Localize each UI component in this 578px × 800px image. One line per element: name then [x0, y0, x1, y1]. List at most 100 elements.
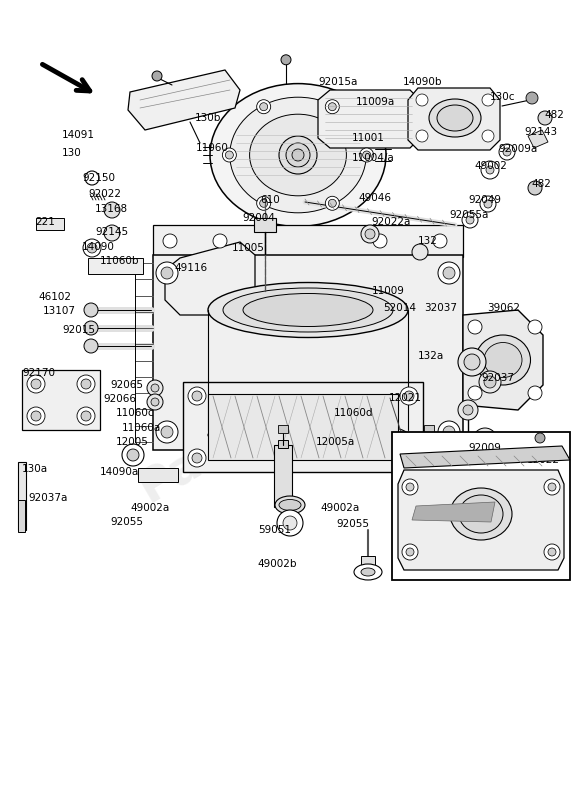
Circle shape [362, 151, 370, 159]
Text: 49046: 49046 [358, 193, 391, 203]
Circle shape [27, 407, 45, 425]
Text: 92015a: 92015a [318, 77, 357, 87]
Circle shape [400, 387, 418, 405]
Circle shape [535, 433, 545, 443]
Circle shape [31, 411, 41, 421]
Circle shape [424, 510, 450, 536]
Text: 92049: 92049 [468, 195, 501, 205]
Circle shape [416, 94, 428, 106]
Circle shape [163, 234, 177, 248]
Polygon shape [400, 446, 570, 468]
Circle shape [84, 339, 98, 353]
Circle shape [156, 421, 178, 443]
Circle shape [192, 391, 202, 401]
Ellipse shape [230, 98, 366, 213]
Circle shape [188, 449, 206, 467]
Bar [153, 225, 463, 257]
Ellipse shape [354, 564, 382, 580]
Circle shape [548, 483, 556, 491]
Ellipse shape [208, 420, 408, 450]
Circle shape [484, 200, 492, 208]
Text: 11004/a: 11004/a [352, 153, 395, 163]
Text: 14091: 14091 [62, 130, 95, 140]
Bar [254, 218, 276, 232]
Text: 132a: 132a [418, 351, 444, 361]
Text: 14090b: 14090b [403, 77, 443, 87]
Circle shape [328, 102, 336, 110]
Text: 11060a: 11060a [122, 423, 161, 433]
Circle shape [528, 181, 542, 195]
Text: 49116: 49116 [174, 263, 207, 273]
Ellipse shape [429, 99, 481, 137]
Text: 130b: 130b [195, 113, 221, 123]
Text: 49002a: 49002a [130, 503, 169, 513]
Text: 46102: 46102 [38, 292, 71, 302]
Circle shape [548, 548, 556, 556]
Circle shape [223, 148, 236, 162]
Circle shape [151, 384, 159, 392]
Polygon shape [408, 88, 500, 150]
Circle shape [373, 234, 387, 248]
Circle shape [443, 267, 455, 279]
Ellipse shape [292, 149, 304, 161]
Circle shape [499, 144, 515, 160]
Ellipse shape [476, 335, 531, 385]
Circle shape [257, 100, 271, 114]
Bar [208, 394, 398, 460]
Bar [392, 432, 570, 580]
Text: 221: 221 [35, 217, 55, 227]
Circle shape [528, 386, 542, 400]
Text: 92066: 92066 [103, 394, 136, 404]
Text: 92022: 92022 [88, 189, 121, 199]
Circle shape [328, 199, 336, 207]
Polygon shape [463, 310, 543, 410]
Ellipse shape [275, 496, 305, 514]
Text: 59051: 59051 [258, 525, 291, 535]
Text: 11009a: 11009a [356, 97, 395, 107]
Circle shape [484, 376, 496, 388]
Bar [18, 500, 25, 532]
Circle shape [468, 320, 482, 334]
Circle shape [104, 202, 120, 218]
Circle shape [526, 92, 538, 104]
Text: 11060: 11060 [196, 143, 229, 153]
Bar [274, 445, 292, 507]
Polygon shape [398, 470, 564, 570]
Ellipse shape [286, 143, 310, 167]
Circle shape [404, 453, 414, 463]
Circle shape [260, 102, 268, 110]
Text: 92037a: 92037a [28, 493, 68, 503]
Text: 92022a: 92022a [371, 217, 410, 227]
Circle shape [404, 391, 414, 401]
Text: 32037: 32037 [424, 303, 457, 313]
Circle shape [152, 71, 162, 81]
Bar [361, 556, 375, 565]
Circle shape [283, 516, 297, 530]
Text: 12005: 12005 [116, 437, 149, 447]
Circle shape [462, 212, 478, 228]
Bar [88, 258, 143, 274]
Bar [424, 425, 434, 433]
Circle shape [479, 434, 491, 446]
Circle shape [482, 94, 494, 106]
Circle shape [406, 483, 414, 491]
Text: 92065: 92065 [110, 380, 143, 390]
Circle shape [438, 421, 460, 443]
Text: 14090: 14090 [82, 242, 115, 252]
Circle shape [87, 243, 97, 253]
Text: 92009a: 92009a [498, 144, 537, 154]
Text: 482: 482 [531, 179, 551, 189]
Circle shape [104, 225, 120, 241]
Bar [36, 218, 64, 230]
Text: 92009: 92009 [468, 443, 501, 453]
Text: 92145: 92145 [95, 227, 128, 237]
Bar [18, 462, 26, 530]
Circle shape [188, 387, 206, 405]
Circle shape [213, 234, 227, 248]
Text: 11001: 11001 [352, 133, 385, 143]
Bar [424, 440, 434, 448]
Circle shape [458, 348, 486, 376]
Polygon shape [528, 130, 548, 148]
Text: 92055: 92055 [336, 519, 369, 529]
Circle shape [482, 130, 494, 142]
